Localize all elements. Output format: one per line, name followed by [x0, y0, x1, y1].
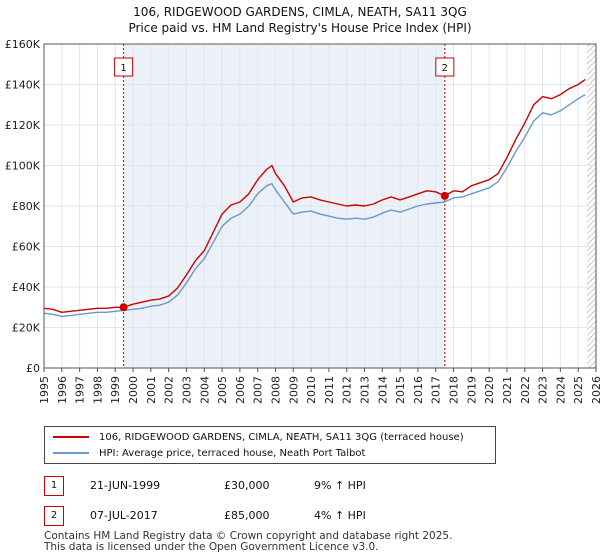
- x-tick-label: 2003: [180, 376, 193, 404]
- x-tick-label: 2018: [448, 376, 461, 404]
- sale-label: 2: [442, 63, 448, 74]
- x-tick-label: 2021: [501, 376, 514, 404]
- transaction-price: £85,000: [224, 509, 270, 522]
- x-tick-label: 1998: [91, 376, 104, 404]
- x-tick-label: 2011: [323, 376, 336, 404]
- plot-frame: [43, 43, 597, 369]
- x-tick-label: 2008: [269, 376, 282, 404]
- legend-item-hpi: HPI: Average price, terraced house, Neat…: [53, 446, 365, 460]
- property-series-line: [43, 78, 586, 313]
- transaction-hpi: 9% ↑ HPI: [314, 479, 366, 492]
- x-tick-label: 2004: [198, 376, 211, 404]
- x-tick-label: 2019: [465, 376, 478, 404]
- x-tick-label: 2013: [359, 376, 372, 404]
- x-tick-label: 2010: [305, 376, 318, 404]
- legend-label-hpi: HPI: Average price, terraced house, Neat…: [99, 447, 366, 459]
- y-tick-label: £140K: [5, 79, 41, 92]
- legend-label-property: 106, RIDGEWOOD GARDENS, CIMLA, NEATH, SA…: [99, 431, 464, 443]
- y-tick-label: £0: [26, 362, 40, 375]
- footer: Contains HM Land Registry data © Crown c…: [44, 531, 452, 553]
- x-tick-label: 2024: [554, 376, 567, 404]
- x-tick-label: 2026: [590, 376, 600, 404]
- x-tick-label: 2020: [483, 376, 496, 404]
- y-tick-label: £100K: [5, 160, 41, 173]
- y-tick-label: £120K: [5, 119, 41, 132]
- transaction-price: £30,000: [224, 479, 270, 492]
- x-tick-label: 2022: [519, 376, 532, 404]
- x-tick-label: 1997: [74, 376, 87, 404]
- x-tick-label: 2005: [216, 376, 229, 404]
- sale-point: [119, 303, 128, 312]
- x-tick-label: 2012: [341, 376, 354, 404]
- footer-copyright: Contains HM Land Registry data © Crown c…: [44, 530, 453, 542]
- x-tick-label: 2001: [145, 376, 158, 404]
- legend-item-property: 106, RIDGEWOOD GARDENS, CIMLA, NEATH, SA…: [53, 430, 464, 444]
- chart-subtitle: Price paid vs. HM Land Registry's House …: [128, 21, 472, 35]
- footer-licence: This data is licensed under the Open Gov…: [44, 541, 379, 553]
- transaction-marker: 1: [44, 476, 64, 496]
- x-tick-label: 2000: [127, 376, 140, 404]
- transaction-hpi: 4% ↑ HPI: [314, 509, 366, 522]
- y-tick-label: £20K: [12, 322, 41, 335]
- transaction-date: 07-JUL-2017: [90, 509, 158, 522]
- legend: 106, RIDGEWOOD GARDENS, CIMLA, NEATH, SA…: [44, 426, 496, 464]
- y-tick-label: £80K: [12, 200, 41, 213]
- x-tick-label: 1995: [38, 376, 51, 404]
- price-chart: £0 £20K £40K £60K £80K £100K £120K £140K £160K 19…: [5, 38, 600, 404]
- x-tick-label: 2006: [234, 376, 247, 404]
- sale-label: 1: [120, 63, 126, 74]
- x-tick-label: 2009: [287, 376, 300, 404]
- x-tick-label: 2023: [537, 376, 550, 404]
- x-tick-label: 2014: [376, 376, 389, 404]
- hpi-series-line: [43, 93, 586, 318]
- legend-swatch-hpi: [53, 452, 89, 454]
- x-tick-label: 1999: [109, 376, 122, 404]
- transaction-marker: 2: [44, 506, 64, 526]
- sale-point: [440, 191, 449, 200]
- sale-label-box: [435, 57, 455, 77]
- x-tick-label: 2007: [252, 376, 265, 404]
- x-tick-label: 2025: [572, 376, 585, 404]
- x-tick-label: 2015: [394, 376, 407, 404]
- x-tick-label: 2002: [163, 376, 176, 404]
- x-tick-label: 2017: [430, 376, 443, 404]
- y-tick-label: £60K: [12, 241, 41, 254]
- y-tick-label: £40K: [12, 281, 41, 294]
- sale-label-box: [114, 57, 134, 77]
- chart-title: 106, RIDGEWOOD GARDENS, CIMLA, NEATH, SA…: [133, 5, 467, 19]
- x-tick-label: 1996: [56, 376, 69, 404]
- transaction-date: 21-JUN-1999: [90, 479, 161, 492]
- y-tick-label: £160K: [5, 38, 41, 51]
- x-tick-label: 2016: [412, 376, 425, 404]
- legend-swatch-property: [53, 436, 89, 438]
